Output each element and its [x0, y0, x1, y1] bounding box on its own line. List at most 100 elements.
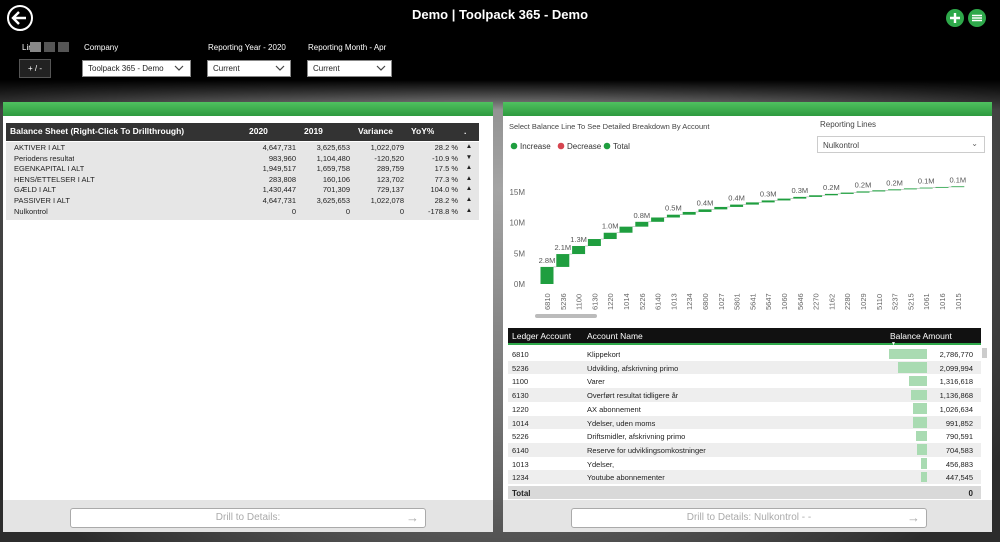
amount-bar: [911, 389, 927, 401]
amount-cell: 1,026,634: [939, 404, 973, 414]
x-tick-label: 5237: [891, 293, 900, 310]
ledger-cell: 1014: [512, 418, 529, 428]
amount-cell: 2,099,994: [939, 363, 973, 373]
x-tick-label: 5215: [906, 293, 915, 310]
action-buttons[interactable]: [944, 7, 990, 29]
month-dropdown[interactable]: Current: [307, 60, 392, 77]
table-cell: 701,309: [322, 185, 350, 195]
x-tick-label: 1027: [717, 293, 726, 310]
table-cell: ▲: [465, 196, 473, 203]
bar: [540, 266, 554, 284]
table-row: [508, 401, 981, 416]
table-cell: ▲: [465, 174, 473, 182]
lines-box[interactable]: [30, 42, 41, 52]
year-dropdown[interactable]: Current: [207, 60, 291, 77]
waterfall-chart: Increase Decrease Total 0M 5M 10M 15M 6810 2.8M 5…: [509, 142, 966, 318]
value-label: 1.3M: [570, 235, 587, 244]
bar: [809, 195, 823, 197]
scrollbar[interactable]: [982, 348, 987, 358]
value-label: 0.1M: [918, 177, 935, 186]
amount-cell: 456,883: [945, 459, 973, 469]
amount-cell: 991,852: [945, 418, 973, 428]
back-button[interactable]: [6, 4, 34, 32]
bar: [777, 198, 791, 201]
table-cell: 28.2 %: [434, 196, 458, 205]
top-band: [0, 0, 1000, 110]
legend-label: Decrease: [567, 142, 602, 151]
bar: [698, 209, 712, 212]
value-label: 0.3M: [791, 186, 808, 195]
amount-cell: 447,545: [945, 473, 973, 483]
table-cell: 283,808: [268, 174, 296, 184]
table-row: [508, 374, 981, 389]
x-tick-label: 2270: [812, 293, 821, 310]
value-label: 2.8M: [539, 256, 556, 265]
x-tick-label: 6130: [590, 293, 599, 310]
table-row: [508, 415, 981, 430]
drill-button-label: Drill to Details: Nulkontrol - -: [686, 512, 812, 523]
amount-bar: [898, 362, 927, 373]
table-cell: AKTIVER I ALT: [14, 143, 66, 152]
table-cell: 123,702: [376, 174, 404, 184]
table-body: [6, 142, 479, 220]
column-header: .: [464, 126, 467, 136]
dropdown-value: Toolpack 365 - Demo: [88, 64, 164, 73]
table-cell: 160,106: [322, 174, 350, 184]
panel-header-bar: [3, 102, 493, 116]
drill-button[interactable]: Drill to Details: Nulkontrol - - →: [571, 508, 927, 528]
value-label: 0.2M: [886, 178, 903, 187]
x-tick-label: 1234: [685, 293, 694, 310]
panel-header-bar: [503, 102, 992, 116]
month-label: Reporting Month - Apr: [308, 43, 387, 52]
dropdown-value: Nulkontrol: [823, 141, 860, 150]
x-tick-label: 1029: [859, 293, 868, 310]
table-cell: 0: [291, 206, 296, 216]
table-header: [6, 123, 479, 141]
value-label: 0.5M: [665, 204, 682, 213]
legend-label: Total: [613, 142, 630, 151]
ledger-cell: 5226: [512, 432, 529, 442]
table-cell: 1,430,447: [262, 185, 296, 195]
company-dropdown[interactable]: Toolpack 365 - Demo: [82, 60, 191, 77]
bar: [840, 192, 854, 194]
table-cell: 4,647,731: [262, 143, 296, 152]
reporting-lines-dropdown[interactable]: Nulkontrol ⌄: [817, 136, 985, 153]
amount-bar: [920, 458, 927, 469]
lines-box[interactable]: [44, 42, 55, 52]
lines-box[interactable]: [58, 42, 69, 52]
table-cell: -178.8 %: [427, 206, 458, 216]
table-cell: 0: [399, 206, 404, 216]
x-tick-label: 5647: [764, 293, 773, 310]
value-label: 0.3M: [760, 189, 777, 198]
bar: [856, 191, 870, 193]
value-label: 0.2M: [855, 180, 872, 189]
amount-bar: [916, 430, 927, 442]
amount-bar: [913, 417, 927, 428]
total-row: [508, 486, 981, 499]
chevron: ⌄: [971, 139, 978, 148]
name-cell: Klippekort: [587, 350, 621, 359]
name-cell: Udvikling, afskrivning primo: [587, 363, 679, 373]
toggle-button[interactable]: + / -: [19, 59, 51, 78]
table-row: [508, 442, 981, 457]
table-cell: 729,137: [376, 185, 404, 195]
y-tick-label: 10M: [509, 219, 525, 228]
total-value: 0: [968, 489, 973, 498]
table-cell: 1,022,078: [370, 196, 404, 205]
legend-dot: [603, 142, 611, 150]
bar: [714, 206, 728, 210]
legend-dot: [557, 142, 565, 150]
table-cell: Nulkontrol: [14, 206, 48, 216]
column-header: 2020: [249, 126, 268, 136]
x-tick-label: 2280: [843, 293, 852, 310]
bar: [872, 190, 886, 192]
value-label: 0.8M: [633, 211, 650, 220]
drill-button[interactable]: Drill to Details: →: [70, 508, 426, 528]
value-label: 0.2M: [823, 183, 840, 192]
value-label: 0.4M: [728, 194, 745, 203]
table-cell: 3,625,653: [316, 143, 350, 152]
name-cell: AX abonnement: [587, 404, 641, 414]
column-header: 2019: [304, 126, 323, 136]
reporting-lines-label: Reporting Lines: [820, 120, 877, 129]
